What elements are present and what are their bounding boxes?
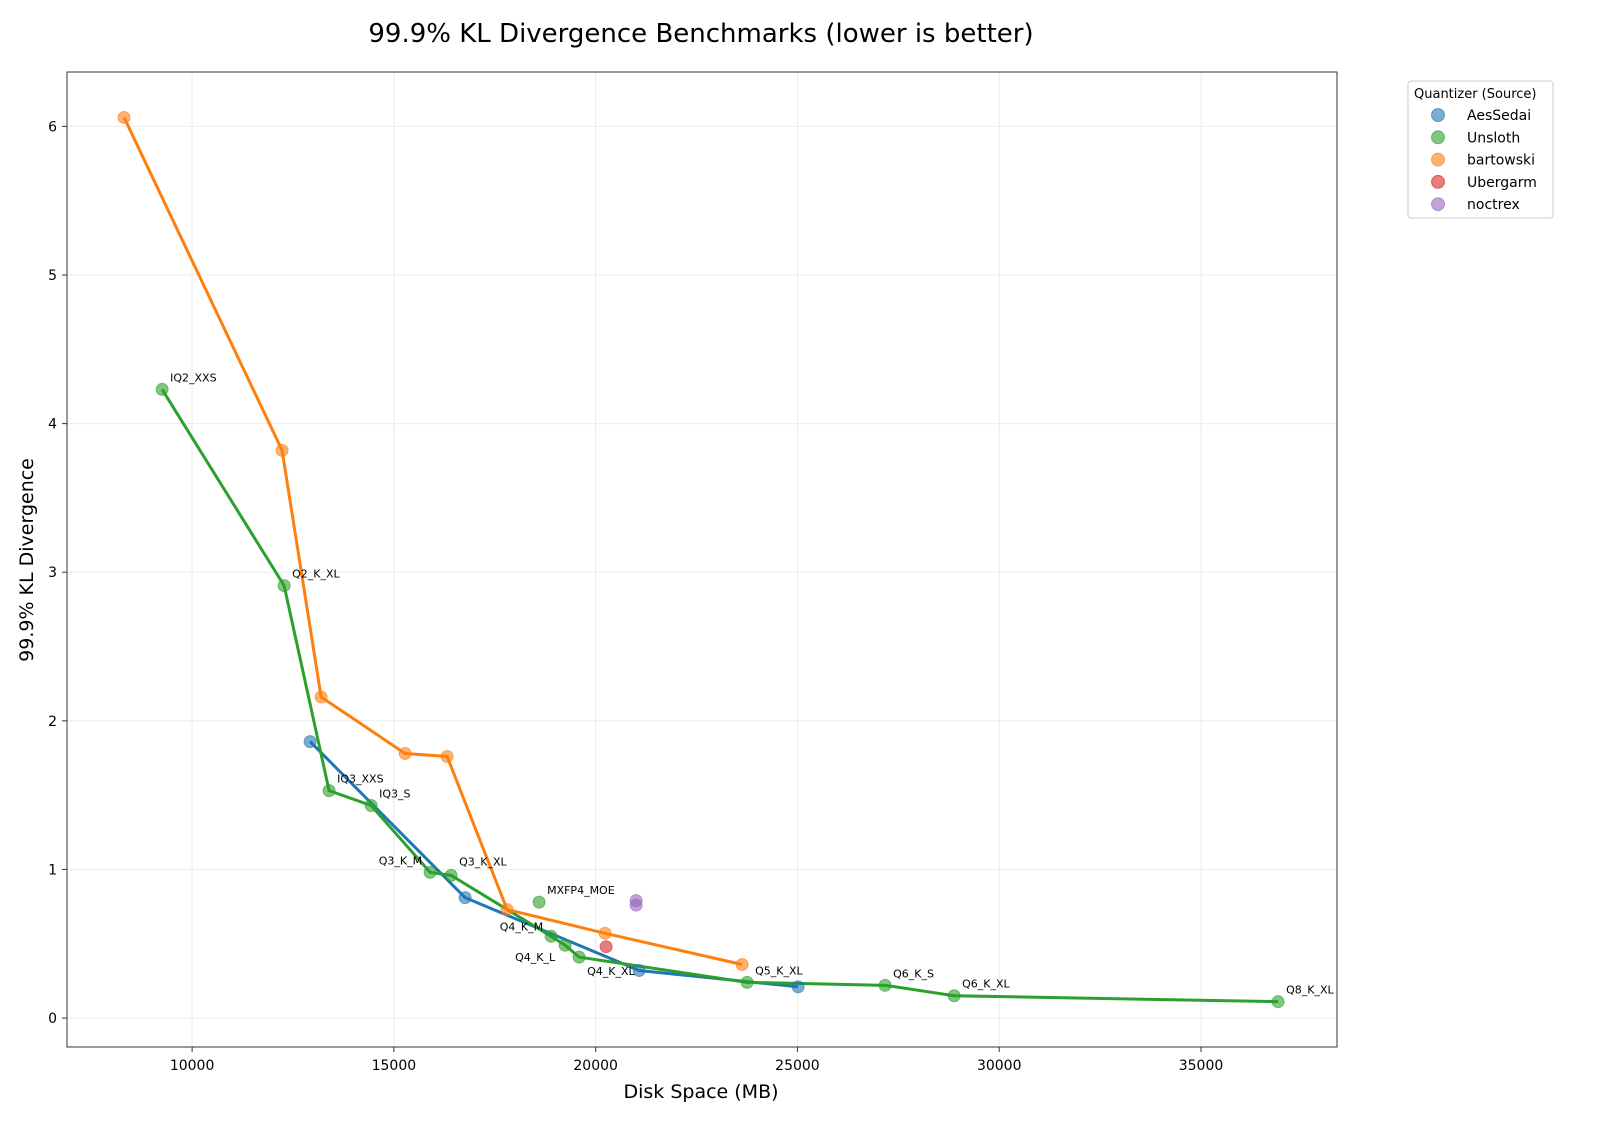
y-tick-label: 5: [48, 268, 57, 284]
point-label: Q4_K_L: [515, 951, 556, 964]
point-label: IQ3_XXS: [337, 773, 383, 786]
data-point-Unsloth: [1271, 995, 1285, 1009]
data-point-Unsloth: [444, 868, 458, 882]
point-label: Q6_K_XL: [962, 978, 1010, 991]
data-point-Unsloth: [364, 799, 378, 813]
data-point-bartowski: [598, 926, 612, 940]
point-label: Q5_K_XL: [755, 964, 803, 977]
point-label: Q4_K_M: [500, 920, 543, 933]
legend-title: Quantizer (Source): [1414, 87, 1536, 102]
point-label: Q4_K_XL: [587, 965, 635, 978]
x-tick-label: 15000: [372, 1058, 417, 1074]
x-axis-label: Disk Space (MB): [623, 1081, 778, 1103]
data-point-AesSedai: [791, 980, 805, 994]
legend-entry-AesSedai: AesSedai: [1467, 108, 1531, 124]
data-point-Unsloth: [572, 950, 586, 964]
data-point-bartowski: [500, 903, 514, 917]
data-point-AesSedai: [458, 891, 472, 905]
legend-entry-Ubergarm: Ubergarm: [1467, 175, 1537, 191]
point-label: IQ3_S: [379, 788, 410, 801]
data-point-Unsloth: [277, 579, 291, 593]
x-tick-label: 30000: [977, 1058, 1022, 1074]
x-tick-label: 25000: [775, 1058, 820, 1074]
point-label: Q2_K_XL: [292, 568, 340, 581]
legend-entry-Unsloth: Unsloth: [1467, 130, 1520, 146]
series-line-Unsloth: [160, 388, 1279, 1004]
legend: Quantizer (Source) AesSedai Unsloth bartow…: [1407, 80, 1554, 219]
data-point-Unsloth: [155, 382, 169, 396]
data-point-Unsloth: [947, 989, 961, 1003]
data-point-bartowski: [275, 443, 289, 457]
point-label: IQ2_XXS: [170, 371, 216, 384]
legend-marker-Ubergarm: [1431, 174, 1445, 189]
y-tick-label: 4: [48, 417, 57, 433]
plot-frame: [66, 71, 1338, 1048]
x-tick-label: 20000: [573, 1058, 618, 1074]
data-point-bartowski: [735, 958, 749, 972]
data-point-bartowski: [117, 110, 131, 124]
legend-marker-bartowski: [1431, 152, 1445, 167]
data-point-Unsloth: [532, 895, 546, 909]
legend-entry-noctrex: noctrex: [1467, 197, 1520, 213]
data-point-bartowski: [440, 749, 454, 763]
point-label: MXFP4_MOE: [547, 884, 615, 897]
legend-marker-AesSedai: [1431, 108, 1445, 122]
data-point-bartowski: [398, 747, 412, 761]
legend-marker-noctrex: [1431, 197, 1445, 212]
data-point-Ubergarm: [599, 940, 613, 954]
y-tick-label: 1: [48, 862, 57, 878]
series-line-bartowski: [122, 116, 743, 966]
y-tick-label: 0: [48, 1011, 57, 1027]
chart-title: 99.9% KL Divergence Benchmarks (lower is…: [368, 19, 1033, 49]
y-tick-label: 2: [48, 714, 57, 730]
data-point-Unsloth: [423, 865, 437, 879]
point-label: Q8_K_XL: [1286, 984, 1334, 997]
y-axis-label: 99.9% KL Divergence: [16, 458, 38, 662]
data-point-AesSedai: [632, 963, 646, 977]
data-point-Unsloth: [544, 929, 558, 943]
legend-marker-Unsloth: [1431, 130, 1445, 145]
data-point-Unsloth: [322, 784, 336, 798]
y-tick-label: 6: [48, 119, 57, 135]
x-tick-label: 35000: [1179, 1058, 1224, 1074]
data-point-Unsloth: [878, 978, 892, 992]
point-label: Q6_K_S: [893, 967, 934, 980]
point-label: Q3_K_M: [379, 854, 422, 867]
point-label: Q3_K_XL: [459, 855, 507, 868]
data-point-AesSedai: [303, 735, 317, 749]
y-tick-label: 3: [48, 565, 57, 581]
data-point-Unsloth: [740, 975, 754, 989]
data-point-bartowski: [314, 690, 328, 704]
data-point-Unsloth: [558, 938, 572, 952]
legend-entry-bartowski: bartowski: [1467, 153, 1535, 169]
data-point-noctrex: [629, 898, 643, 912]
x-tick-label: 10000: [170, 1058, 215, 1074]
